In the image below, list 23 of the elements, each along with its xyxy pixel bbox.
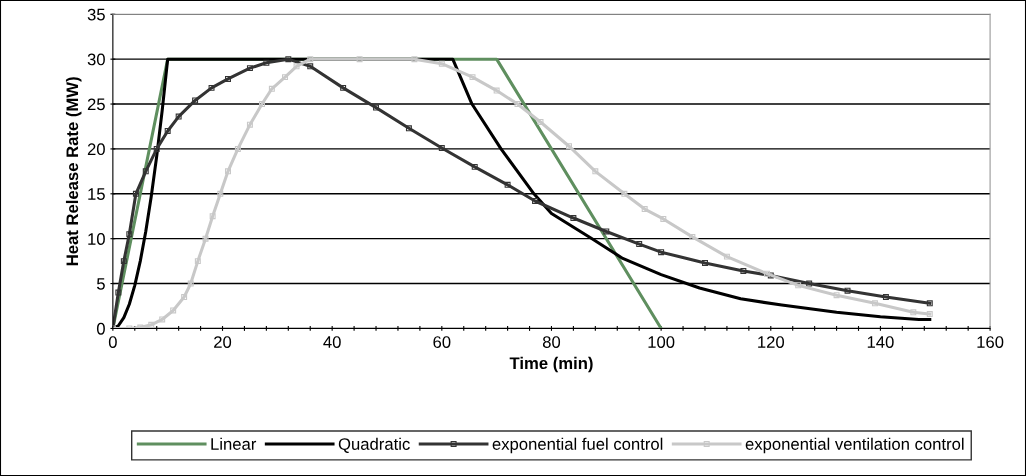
legend-label: exponential ventilation control (745, 437, 964, 454)
legend-label: Quadratic (338, 437, 410, 453)
y-tick-label: 15 (88, 188, 105, 200)
x-tick-label: 0 (108, 336, 117, 348)
y-axis-title: Heat Release Rate (MW) (65, 77, 82, 266)
x-tick-label: 100 (648, 336, 675, 348)
y-tick-label: 10 (88, 233, 105, 245)
x-tick-label: 60 (433, 336, 451, 348)
x-tick-label: 140 (867, 336, 894, 348)
x-tick-label: 160 (977, 336, 1004, 348)
y-tick-label: 20 (87, 143, 105, 156)
x-axis-title: Time (min) (509, 356, 593, 373)
y-tick-label: 35 (87, 8, 105, 21)
y-tick-label: 0 (96, 322, 105, 335)
legend-label: exponential fuel control (492, 437, 663, 454)
y-tick-label: 25 (87, 98, 105, 111)
x-tick-label: 80 (542, 336, 561, 348)
y-tick-label: 5 (96, 278, 105, 290)
y-tick-label: 30 (87, 53, 105, 66)
x-tick-label: 120 (758, 336, 785, 348)
x-tick-label: 40 (323, 336, 341, 348)
legend-label: Linear (211, 437, 257, 450)
x-tick-label: 20 (214, 336, 232, 348)
